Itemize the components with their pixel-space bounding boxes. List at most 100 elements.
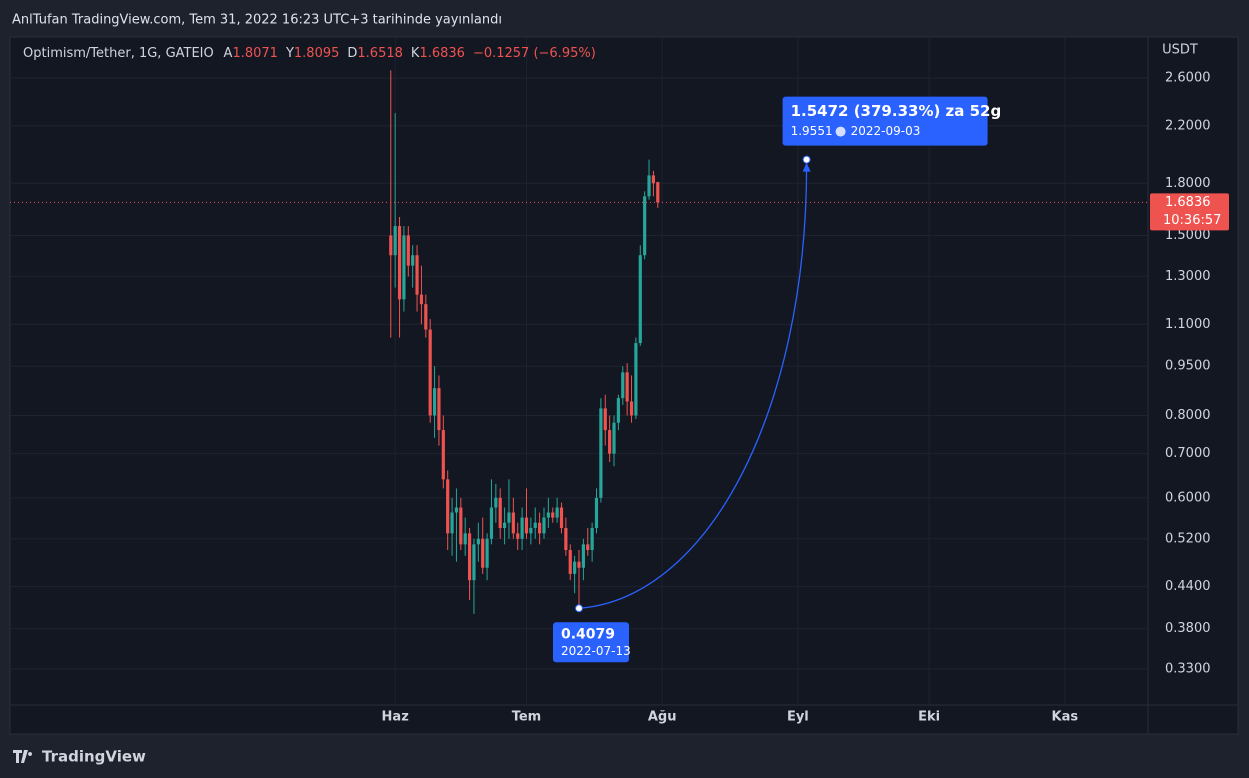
candle-body <box>446 479 450 534</box>
countdown: 10:36:57 <box>1163 213 1221 228</box>
measure-start <box>575 604 583 613</box>
candle-body <box>603 408 607 431</box>
candle-body <box>397 226 402 300</box>
y-tick-label: 1.5000 <box>1165 228 1211 243</box>
candle-body <box>485 538 489 568</box>
y-tick-label: 2.6000 <box>1165 70 1211 85</box>
x-tick-label: Kas <box>1052 710 1079 725</box>
candle-body <box>616 398 620 423</box>
candle-body <box>454 507 459 513</box>
candle-body <box>428 329 432 416</box>
y-tick-label: 0.6000 <box>1165 490 1211 505</box>
ohlc-key: A <box>224 46 233 61</box>
measure-end-box <box>782 96 988 146</box>
candle-body <box>516 533 520 539</box>
brand-logo <box>13 750 33 763</box>
candle-body <box>441 430 445 480</box>
candle-body <box>450 512 454 534</box>
y-tick-label: 0.9500 <box>1165 359 1211 374</box>
candle-body <box>538 522 542 534</box>
measure-start-date: 2022-07-13 <box>561 644 631 658</box>
candle-body <box>463 533 467 545</box>
candle-body <box>573 561 577 574</box>
candle-body <box>389 235 393 256</box>
candle-body <box>489 507 494 539</box>
y-tick-label: 0.7000 <box>1165 446 1211 461</box>
candle-body <box>494 497 498 508</box>
y-tick-label: 0.3800 <box>1165 621 1211 636</box>
candle-body <box>472 544 476 581</box>
candle-body <box>564 527 568 551</box>
brand: TradingView <box>42 748 146 766</box>
publish-info: AnlTufan TradingView.com, Tem 31, 2022 1… <box>12 13 502 28</box>
measure-start-box <box>553 622 629 663</box>
candle-body <box>629 401 634 416</box>
measure-end-value: 1.9551 <box>791 124 833 138</box>
last-price-box <box>1150 193 1229 231</box>
candle-body <box>551 512 555 518</box>
candle-body <box>621 372 625 399</box>
candle-body <box>608 430 612 454</box>
candle-body <box>546 512 550 518</box>
candle-body <box>481 538 485 568</box>
candle-body <box>581 544 585 568</box>
ohlc-header: Optimism/Tether, 1G, GATEIO A1.8071 Y1.809… <box>23 46 596 61</box>
candle-body <box>559 507 564 528</box>
change: −0.1257 (−6.95%) <box>473 46 596 61</box>
candle-body <box>643 196 647 256</box>
candle-body <box>594 497 599 528</box>
ohlc-value: 1.6836 <box>419 46 465 61</box>
candle-body <box>419 294 424 305</box>
candle-body <box>511 512 515 534</box>
candle-body <box>647 175 651 197</box>
candle-body <box>533 522 537 528</box>
ohlc-value: 1.8071 <box>232 46 278 61</box>
candle-body <box>467 533 472 581</box>
candle-body <box>529 527 533 534</box>
ohlc-value: 1.8095 <box>294 46 340 61</box>
y-tick-label: 0.3300 <box>1165 661 1211 676</box>
y-tick-label: 0.4400 <box>1165 579 1211 594</box>
candle-body <box>542 517 546 534</box>
x-tick-label: Haz <box>382 710 409 725</box>
last-price-label: 1.6836 <box>1165 195 1211 210</box>
candle-body <box>507 512 511 523</box>
candle-body <box>651 175 656 184</box>
candle-body <box>415 255 419 295</box>
clock-icon <box>835 126 846 137</box>
candle-body <box>656 182 660 203</box>
candle-body <box>524 517 529 534</box>
candle-body <box>586 544 590 551</box>
currency: USDT <box>1162 43 1198 58</box>
measure-arrow <box>802 162 811 172</box>
y-tick-label: 0.5200 <box>1165 531 1211 546</box>
candle-body <box>393 226 397 256</box>
candle-body <box>612 422 616 454</box>
ohlc-key: Y <box>285 46 294 61</box>
candle-body <box>599 408 603 498</box>
x-tick-label: Tem <box>512 710 542 725</box>
measure-end-date: 2022-09-03 <box>851 124 921 138</box>
symbol: Optimism/Tether, 1G, GATEIO <box>23 46 214 61</box>
measure-curve <box>578 165 808 609</box>
measure-label: 1.5472 (379.33%) za 52g <box>791 102 1002 120</box>
x-tick-label: Eyl <box>787 710 809 725</box>
ohlc-key: K <box>411 46 420 61</box>
measure-start-value: 0.4079 <box>561 626 615 642</box>
candle-body <box>402 235 406 300</box>
candle-body <box>638 255 642 344</box>
candle-body <box>555 507 559 518</box>
candle-body <box>568 550 572 574</box>
y-tick-label: 2.2000 <box>1165 118 1211 133</box>
candle-body <box>437 388 441 431</box>
candle-body <box>424 304 428 330</box>
measure-end <box>802 155 811 164</box>
y-tick-label: 1.3000 <box>1165 269 1211 284</box>
ohlc-value: 1.6518 <box>357 46 403 61</box>
x-tick-label: Eki <box>918 710 940 725</box>
y-tick-label: 1.1000 <box>1165 317 1211 332</box>
candle-body <box>432 388 437 416</box>
candle-body <box>634 343 638 416</box>
y-tick-label: 0.8000 <box>1165 408 1211 423</box>
candle-body <box>476 538 480 545</box>
